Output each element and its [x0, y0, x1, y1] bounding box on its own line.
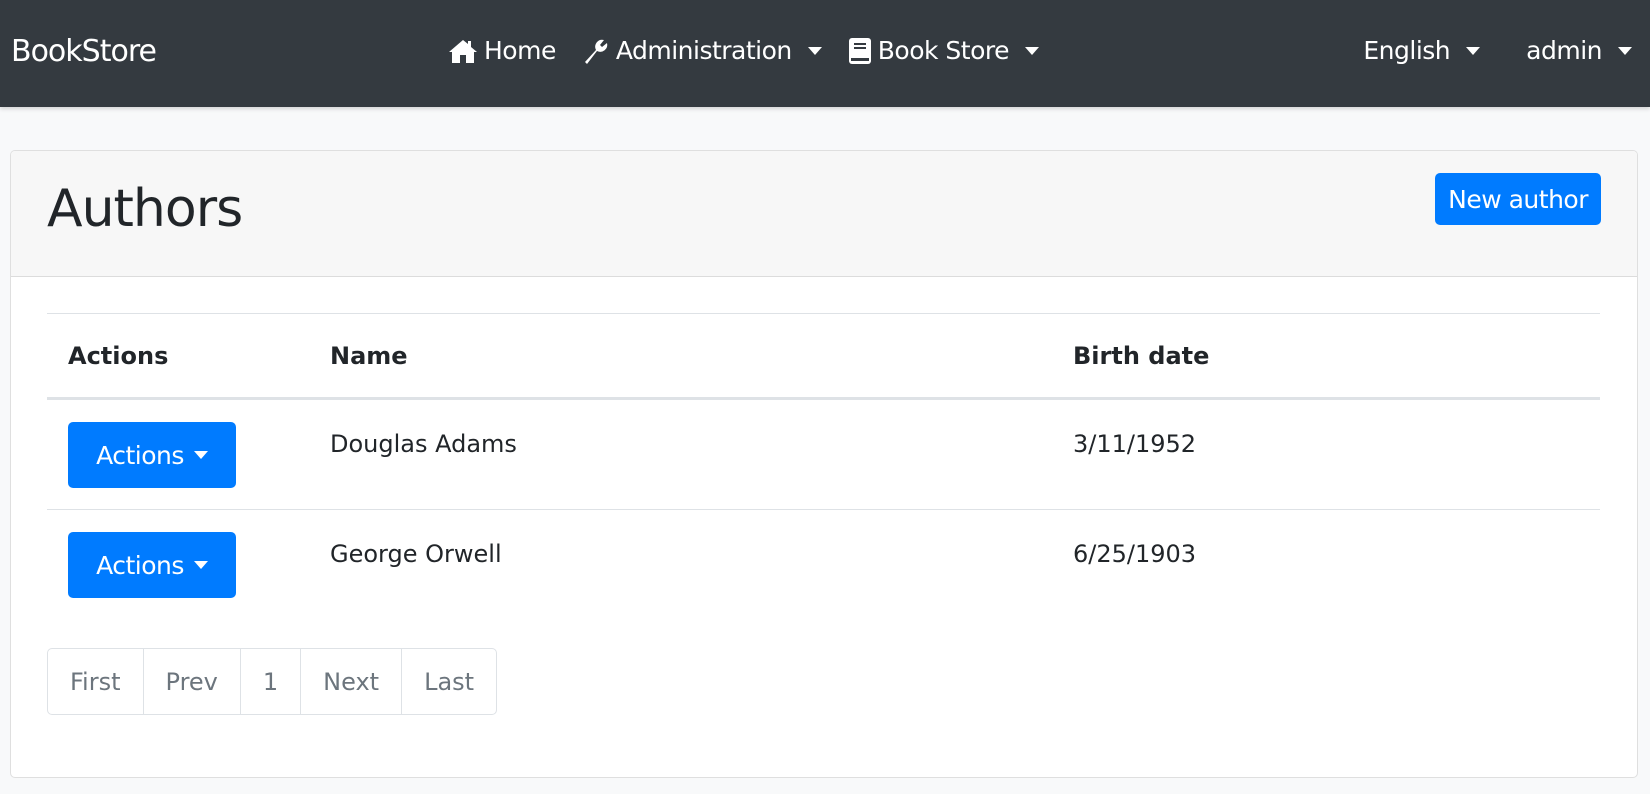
author-birth-date: 3/11/1952: [1073, 430, 1197, 458]
nav-book-store-label: Book Store: [877, 36, 1010, 65]
author-name: Douglas Adams: [330, 430, 517, 458]
actions-dropdown-button[interactable]: Actions: [68, 422, 236, 488]
user-label: admin: [1526, 36, 1602, 65]
navbar: BookStore Home Administration Book Store…: [0, 0, 1650, 107]
page-next[interactable]: Next: [300, 649, 401, 714]
page-prev[interactable]: Prev: [142, 649, 240, 714]
column-header-name: Name: [330, 342, 408, 370]
table-row: Actions George Orwell 6/25/1903: [47, 510, 1600, 620]
author-name: George Orwell: [330, 540, 502, 568]
column-header-birth-date: Birth date: [1073, 342, 1210, 370]
language-dropdown[interactable]: English: [1363, 36, 1481, 65]
nav-administration-label: Administration: [615, 36, 792, 65]
new-author-button[interactable]: New author: [1435, 173, 1601, 225]
page-last[interactable]: Last: [401, 649, 496, 714]
nav-home-label: Home: [484, 36, 556, 65]
caret-down-icon: [807, 46, 822, 55]
actions-dropdown-button[interactable]: Actions: [68, 532, 236, 598]
user-dropdown[interactable]: admin: [1526, 36, 1632, 65]
main-nav: Home Administration Book Store: [448, 36, 1040, 65]
nav-administration[interactable]: Administration: [582, 36, 822, 65]
actions-label: Actions: [96, 550, 184, 580]
caret-down-icon: [1466, 46, 1481, 55]
page-title: Authors: [47, 179, 243, 239]
table-row: Actions Douglas Adams 3/11/1952: [47, 400, 1600, 510]
column-header-actions: Actions: [68, 342, 169, 370]
card-header: Authors New author: [11, 151, 1637, 277]
authors-table: Actions Name Birth date Actions Douglas …: [47, 313, 1600, 620]
caret-down-icon: [193, 561, 208, 569]
author-birth-date: 6/25/1903: [1073, 540, 1197, 568]
caret-down-icon: [1025, 46, 1040, 55]
language-label: English: [1363, 36, 1451, 65]
brand-link[interactable]: BookStore: [11, 34, 157, 69]
actions-label: Actions: [96, 440, 184, 470]
user-nav: English admin: [1363, 36, 1632, 65]
pagination: First Prev 1 Next Last: [47, 648, 498, 715]
home-icon: [448, 38, 478, 64]
caret-down-icon: [1618, 46, 1632, 55]
caret-down-icon: [193, 451, 208, 459]
page-first[interactable]: First: [70, 667, 121, 696]
page-number[interactable]: 1: [239, 649, 300, 714]
authors-card: Authors New author Actions Name Birth da…: [10, 150, 1638, 778]
wrench-icon: [582, 37, 610, 65]
nav-book-store[interactable]: Book Store: [848, 36, 1040, 65]
table-header: Actions Name Birth date: [47, 314, 1600, 400]
book-icon: [848, 37, 872, 65]
nav-home[interactable]: Home: [448, 36, 556, 65]
